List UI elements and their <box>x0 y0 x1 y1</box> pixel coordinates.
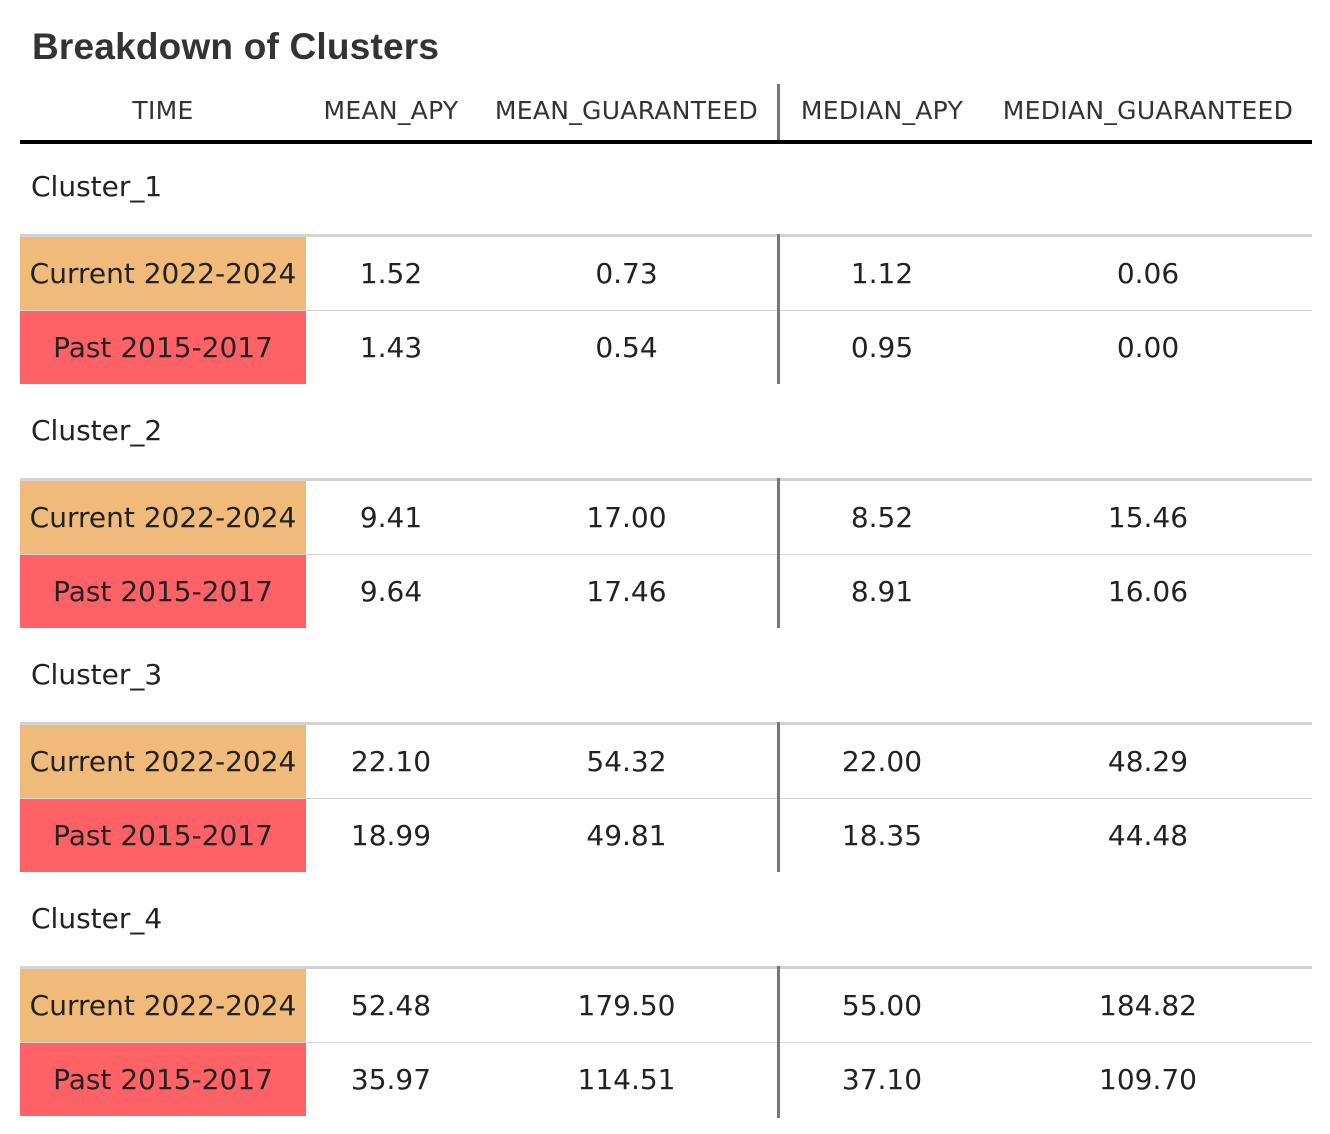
cell-time: Current 2022-2024 <box>20 725 306 798</box>
cell-mean-apy: 9.64 <box>359 575 423 608</box>
cell-median-guaranteed: 109.70 <box>1099 1063 1197 1096</box>
cluster-rows: Current 2022-2024 1.52 0.73 1.12 0.06 Past 20… <box>20 234 1312 384</box>
cluster-label: Cluster_3 <box>31 658 163 691</box>
cell-time: Past 2015-2017 <box>20 1043 306 1116</box>
cell-mean-guaranteed: 179.50 <box>577 989 676 1022</box>
cell-median-apy: 8.91 <box>850 575 914 608</box>
cell-mean-apy: 18.99 <box>350 819 432 852</box>
cell-median-guaranteed: 16.06 <box>1107 575 1189 608</box>
table-row: Current 2022-2024 52.48 179.50 55.00 184.82 <box>20 969 1312 1042</box>
cell-mean-apy: 9.41 <box>359 501 423 534</box>
cluster-rows: Current 2022-2024 22.10 54.32 22.00 48.29 Pas… <box>20 722 1312 872</box>
table-row: Past 2015-2017 9.64 17.46 8.91 16.06 <box>20 554 1312 628</box>
cell-median-apy: 8.52 <box>850 501 914 534</box>
cluster-label: Cluster_4 <box>31 902 163 935</box>
cell-time: Past 2015-2017 <box>20 555 306 628</box>
cell-median-apy: 18.35 <box>841 819 923 852</box>
cluster-rows: Current 2022-2024 52.48 179.50 55.00 184.82 P… <box>20 966 1312 1118</box>
table-row: Past 2015-2017 1.43 0.54 0.95 0.00 <box>20 310 1312 384</box>
cluster-label: Cluster_1 <box>31 170 163 203</box>
cell-mean-guaranteed: 49.81 <box>586 819 667 852</box>
cell-median-guaranteed: 0.06 <box>1116 257 1180 290</box>
table-row: Past 2015-2017 18.99 49.81 18.35 44.48 <box>20 798 1312 872</box>
cluster-group: Cluster_2 Current 2022-2024 9.41 17.00 8.52 1… <box>20 384 1312 628</box>
cluster-label: Cluster_2 <box>31 414 163 447</box>
cell-time: Past 2015-2017 <box>20 799 306 872</box>
column-divider <box>777 478 780 628</box>
cell-mean-apy: 1.43 <box>359 331 423 364</box>
clusters-table: TIME MEAN_APY MEAN_GUARANTEED MEDIAN_APY… <box>20 84 1312 1118</box>
cell-time: Current 2022-2024 <box>20 237 306 310</box>
cell-mean-apy: 52.48 <box>350 989 432 1022</box>
cluster-group: Cluster_3 Current 2022-2024 22.10 54.32 22.0… <box>20 628 1312 872</box>
header-time: TIME <box>132 96 194 125</box>
cell-time: Current 2022-2024 <box>20 969 306 1042</box>
cell-mean-guaranteed: 0.54 <box>595 331 658 364</box>
cell-median-apy: 22.00 <box>841 745 923 778</box>
header-median-guaranteed: MEDIAN_GUARANTEED <box>1002 96 1294 125</box>
header-rule <box>20 140 1312 144</box>
cell-median-guaranteed: 184.82 <box>1099 989 1197 1022</box>
header-mean-guaranteed: MEAN_GUARANTEED <box>494 96 759 125</box>
column-divider <box>777 722 780 872</box>
cell-median-guaranteed: 0.00 <box>1116 331 1180 364</box>
cell-median-guaranteed: 15.46 <box>1107 501 1189 534</box>
table-title: Breakdown of Clusters <box>32 26 440 67</box>
table-row: Current 2022-2024 9.41 17.00 8.52 15.46 <box>20 481 1312 554</box>
table-row: Past 2015-2017 35.97 114.51 37.10 109.70 <box>20 1042 1312 1116</box>
table-body: Cluster_1 Current 2022-2024 1.52 0.73 1.12 0.… <box>20 140 1312 1118</box>
cell-median-guaranteed: 48.29 <box>1107 745 1189 778</box>
table-row: Current 2022-2024 22.10 54.32 22.00 48.29 <box>20 725 1312 798</box>
header-mean-apy: MEAN_APY <box>323 96 459 125</box>
cell-mean-guaranteed: 54.32 <box>586 745 667 778</box>
cell-mean-apy: 1.52 <box>359 257 423 290</box>
column-divider <box>777 966 780 1118</box>
cluster-group: Cluster_1 Current 2022-2024 1.52 0.73 1.12 0.… <box>20 140 1312 384</box>
cell-time: Past 2015-2017 <box>20 311 306 384</box>
cell-mean-guaranteed: 114.51 <box>577 1063 676 1096</box>
cell-mean-guaranteed: 0.73 <box>595 257 658 290</box>
cluster-rows: Current 2022-2024 9.41 17.00 8.52 15.46 Past … <box>20 478 1312 628</box>
column-divider <box>777 84 780 144</box>
cell-mean-guaranteed: 17.46 <box>586 575 667 608</box>
cell-time: Current 2022-2024 <box>20 481 306 554</box>
cell-mean-guaranteed: 17.00 <box>586 501 667 534</box>
cell-median-apy: 1.12 <box>850 257 914 290</box>
table-row: Current 2022-2024 1.52 0.73 1.12 0.06 <box>20 237 1312 310</box>
cell-median-apy: 0.95 <box>850 331 914 364</box>
cluster-group: Cluster_4 Current 2022-2024 52.48 179.50 55.… <box>20 872 1312 1118</box>
column-divider <box>777 234 780 384</box>
cell-median-apy: 37.10 <box>841 1063 923 1096</box>
header-median-apy: MEDIAN_APY <box>800 96 964 125</box>
cell-mean-apy: 35.97 <box>350 1063 432 1096</box>
cell-median-guaranteed: 44.48 <box>1107 819 1189 852</box>
cell-median-apy: 55.00 <box>841 989 923 1022</box>
table-header: TIME MEAN_APY MEAN_GUARANTEED MEDIAN_APY… <box>20 84 1312 144</box>
cell-mean-apy: 22.10 <box>350 745 432 778</box>
